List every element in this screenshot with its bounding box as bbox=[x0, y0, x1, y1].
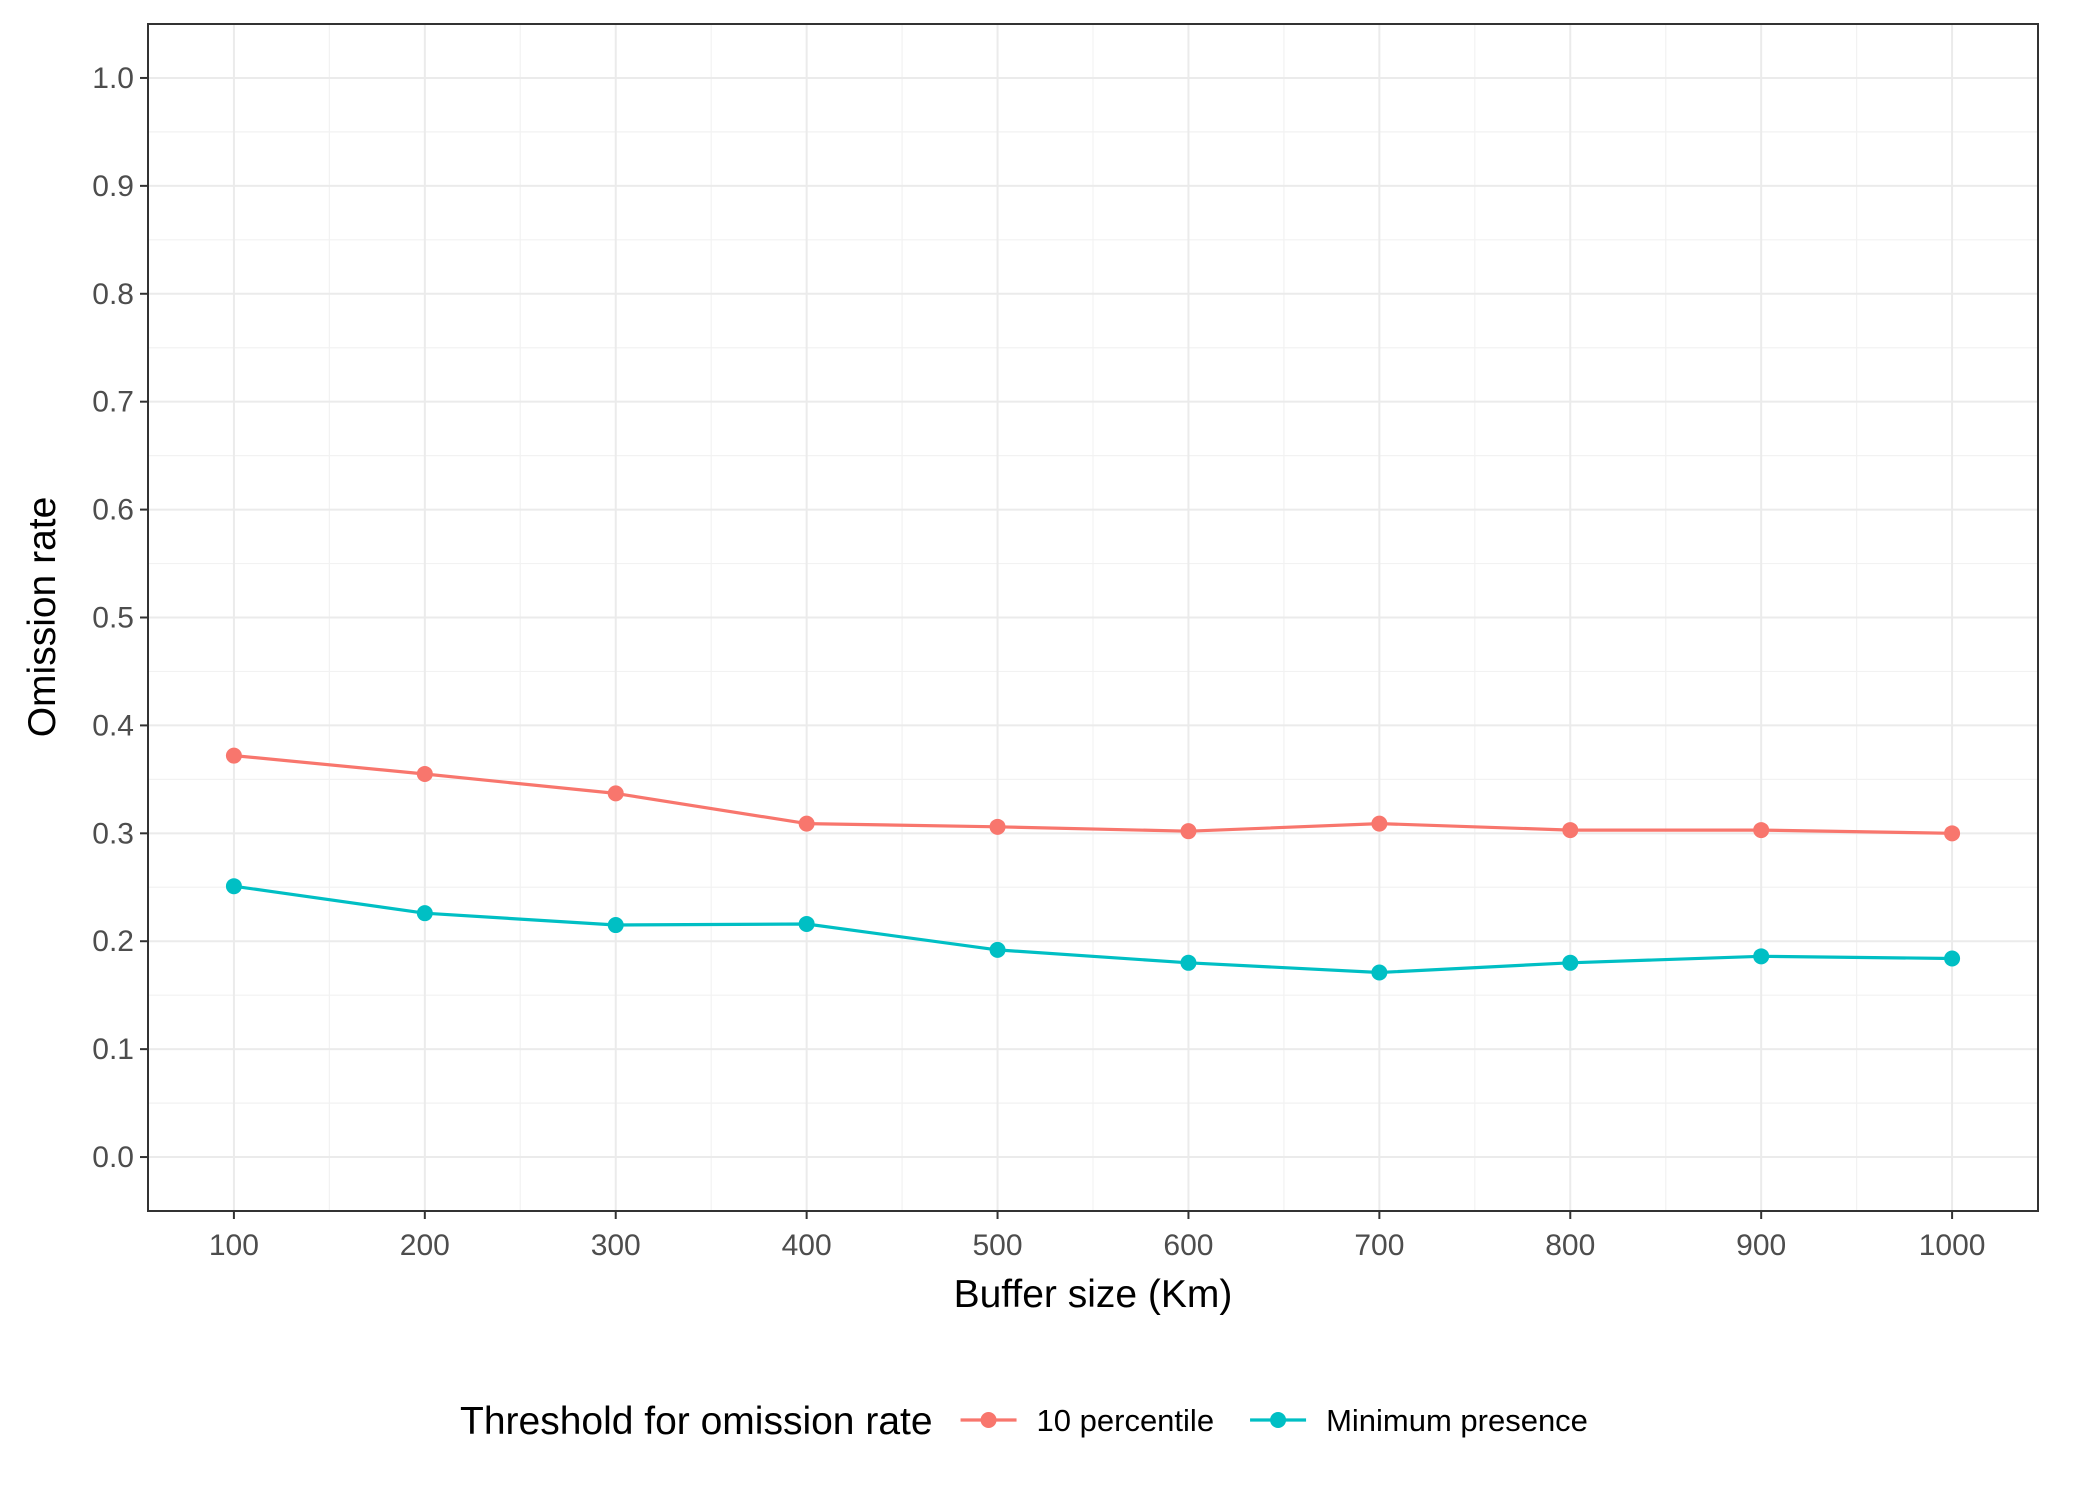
x-axis-title: Buffer size (Km) bbox=[954, 1273, 1233, 1316]
legend-items: 10 percentile Minimum presence bbox=[960, 1403, 1588, 1438]
x-tick-label: 300 bbox=[591, 1229, 641, 1262]
data-point bbox=[798, 915, 815, 932]
data-point bbox=[607, 785, 624, 802]
data-point bbox=[1371, 964, 1388, 981]
legend-item: Minimum presence bbox=[1250, 1403, 1588, 1438]
y-tick-label: 0.7 bbox=[92, 386, 134, 419]
data-point bbox=[1371, 815, 1388, 832]
data-point bbox=[989, 941, 1006, 958]
data-point bbox=[416, 905, 433, 922]
data-point bbox=[1562, 954, 1579, 971]
legend-key-point bbox=[980, 1412, 997, 1428]
data-point bbox=[1944, 825, 1961, 842]
legend-label: Minimum presence bbox=[1326, 1403, 1588, 1438]
x-tick-label: 100 bbox=[209, 1229, 259, 1262]
data-point bbox=[1753, 948, 1770, 965]
y-tick-label: 0.0 bbox=[92, 1141, 134, 1174]
series-line bbox=[233, 754, 1953, 835]
legend: Threshold for omission rate 10 percentil… bbox=[460, 1400, 1588, 1443]
series-0 bbox=[225, 747, 1961, 842]
series-1 bbox=[225, 878, 1961, 981]
x-tick-label: 900 bbox=[1736, 1229, 1786, 1262]
data-point bbox=[1944, 950, 1961, 967]
x-tick-label: 700 bbox=[1354, 1229, 1404, 1262]
data-point bbox=[1753, 822, 1770, 839]
x-tick-label: 800 bbox=[1545, 1229, 1595, 1262]
y-axis-title: Omission rate bbox=[21, 497, 64, 738]
series-line bbox=[233, 884, 1953, 975]
data-point bbox=[607, 917, 624, 934]
data-point bbox=[416, 765, 433, 782]
grid-major bbox=[148, 24, 2038, 1211]
data-point bbox=[1180, 954, 1197, 971]
data-point bbox=[1180, 823, 1197, 840]
y-axis: 0.0 0.1 0.2 0.3 0.4 0.5 0.6 0.7 0.8 0.9 1.0 bbox=[92, 62, 148, 1174]
y-tick-label: 1.0 bbox=[92, 62, 134, 95]
y-tick-label: 0.4 bbox=[92, 709, 134, 742]
data-point bbox=[225, 747, 242, 764]
x-axis: 100 200 300 400 500 600 700 800 900 1000 bbox=[209, 1211, 1986, 1262]
legend-label: 10 percentile bbox=[1037, 1403, 1215, 1438]
data-point bbox=[798, 815, 815, 832]
y-tick-label: 0.6 bbox=[92, 494, 134, 527]
y-tick-label: 0.9 bbox=[92, 170, 134, 203]
legend-title: Threshold for omission rate bbox=[460, 1400, 933, 1443]
data-point bbox=[1562, 822, 1579, 839]
y-tick-label: 0.1 bbox=[92, 1033, 134, 1066]
y-tick-label: 0.8 bbox=[92, 278, 134, 311]
data-point bbox=[225, 878, 242, 895]
x-tick-label: 200 bbox=[400, 1229, 450, 1262]
legend-key-point bbox=[1270, 1412, 1287, 1428]
x-tick-label: 1000 bbox=[1919, 1229, 1986, 1262]
series-layer bbox=[225, 747, 1961, 981]
y-tick-label: 0.5 bbox=[92, 602, 134, 635]
y-tick-label: 0.3 bbox=[92, 817, 134, 850]
legend-item: 10 percentile bbox=[960, 1403, 1215, 1438]
y-tick-label: 0.2 bbox=[92, 925, 134, 958]
data-point bbox=[989, 818, 1006, 835]
x-tick-label: 500 bbox=[973, 1229, 1023, 1262]
x-tick-label: 400 bbox=[782, 1229, 832, 1262]
x-tick-label: 600 bbox=[1163, 1229, 1213, 1262]
